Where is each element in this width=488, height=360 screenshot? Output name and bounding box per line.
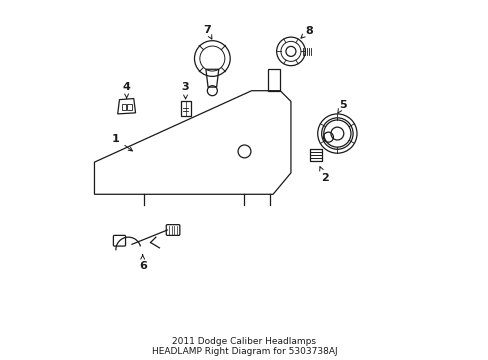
Text: 5: 5 [337,100,346,113]
Text: 2: 2 [319,167,328,183]
Bar [122,104,125,111]
Bar [127,104,131,111]
Text: 4: 4 [122,82,130,98]
Bar [180,101,190,116]
Text: 2011 Dodge Caliber Headlamps
HEADLAMP Right Diagram for 5303738AJ: 2011 Dodge Caliber Headlamps HEADLAMP Ri… [151,337,337,356]
Text: 3: 3 [182,82,189,99]
Bar [309,149,321,161]
Text: 1: 1 [112,134,132,151]
Text: 8: 8 [301,26,312,38]
Text: 7: 7 [203,25,211,39]
Text: 6: 6 [139,255,146,271]
